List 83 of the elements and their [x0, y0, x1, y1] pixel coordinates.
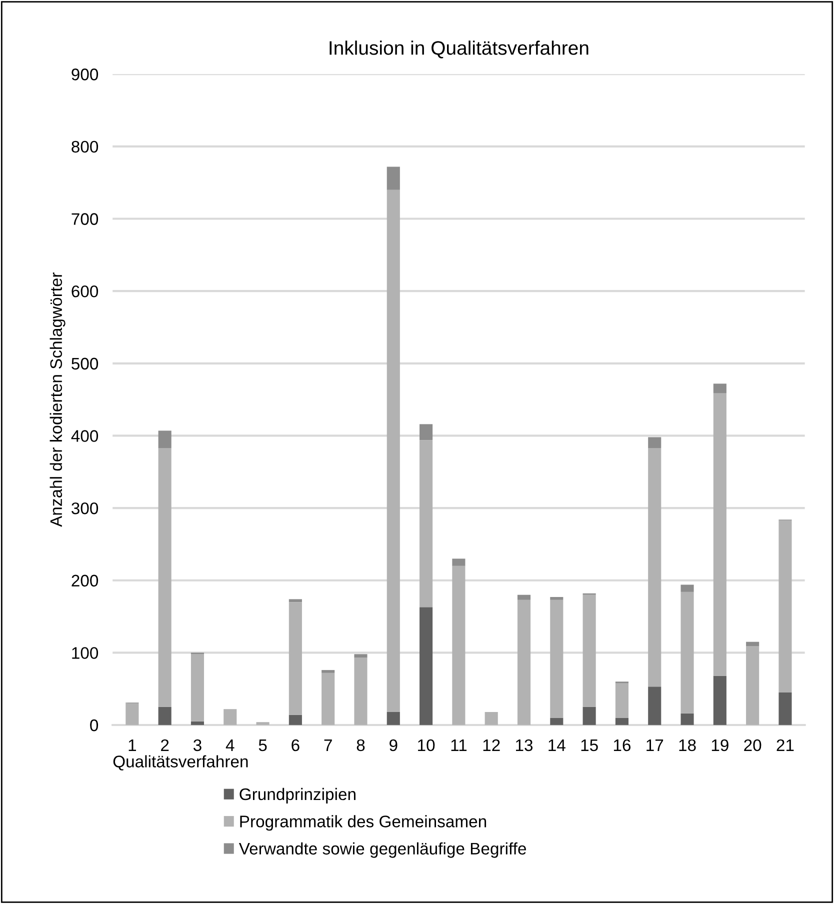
- x-tick-label: 17: [646, 740, 664, 751]
- x-tick-label: 21: [776, 739, 794, 751]
- bar: [354, 654, 368, 658]
- bar: [517, 594, 531, 600]
- legend-label: Verwandte sowie gegenläufige Begriffe: [238, 842, 526, 858]
- x-tick-label: 7: [324, 740, 332, 751]
- bar: [158, 430, 172, 448]
- bar: [582, 594, 596, 707]
- x-axis-title: Qualitätsverfahren: [113, 755, 248, 770]
- x-tick-label: 20: [744, 739, 762, 752]
- x-tick-label: 18: [679, 739, 696, 752]
- bar: [354, 658, 368, 726]
- bar: [288, 599, 302, 602]
- x-tick-label: 15: [581, 740, 598, 752]
- y-tick-label: 100: [72, 647, 98, 659]
- bar: [778, 692, 792, 726]
- bar: [713, 393, 726, 676]
- bar: [126, 703, 139, 726]
- bar: [386, 166, 400, 190]
- bar: [288, 714, 302, 726]
- bar: [648, 686, 662, 726]
- bar: [648, 448, 662, 687]
- y-tick-label: 400: [71, 430, 98, 442]
- bar: [615, 683, 628, 718]
- x-tick-label: 8: [356, 739, 365, 752]
- bar: [680, 713, 694, 726]
- bar: [190, 654, 204, 722]
- legend-label: Grundprinzipien: [240, 788, 356, 804]
- bar: [648, 437, 662, 448]
- x-tick-label: 1: [128, 740, 136, 751]
- bar: [615, 718, 628, 726]
- x-tick-label: 4: [226, 740, 234, 751]
- bar: [778, 520, 792, 692]
- bar: [517, 600, 531, 726]
- chart-title: Inklusion in Qualitätsverfahren: [330, 40, 588, 58]
- y-tick-label: 900: [72, 68, 98, 80]
- x-tick-label: 5: [258, 740, 267, 752]
- bar: [158, 706, 172, 726]
- x-tick-label: 6: [292, 739, 300, 752]
- bar: [420, 607, 433, 726]
- bar: [288, 602, 302, 715]
- bar: [158, 448, 172, 707]
- bar: [484, 712, 498, 726]
- bar: [386, 190, 400, 712]
- y-tick-label: 800: [72, 140, 98, 153]
- bar: [224, 709, 237, 726]
- y-tick-label: 500: [72, 358, 98, 370]
- bar: [322, 672, 335, 726]
- bar: [680, 592, 694, 714]
- x-tick-label: 12: [483, 739, 500, 751]
- x-tick-label: 9: [390, 739, 398, 752]
- bar: [746, 646, 760, 726]
- y-axis-title: Anzahl der kodierten Schlagwörter: [50, 272, 66, 527]
- bar: [582, 706, 596, 726]
- bar: [550, 597, 564, 600]
- bar: [452, 558, 466, 566]
- bar: [713, 676, 726, 726]
- bar: [550, 718, 564, 726]
- x-tick-label: 2: [161, 739, 169, 751]
- bar: [420, 440, 433, 608]
- x-tick-label: 10: [418, 739, 435, 752]
- x-tick-label: 16: [614, 739, 630, 752]
- bar: [746, 642, 760, 646]
- y-tick-label: 200: [72, 574, 98, 587]
- x-tick-label: 3: [193, 739, 202, 752]
- bar: [550, 600, 564, 718]
- bar: [386, 712, 400, 726]
- x-tick-label: 14: [548, 740, 566, 751]
- x-tick-label: 11: [451, 740, 467, 751]
- legend-label: Programmatik des Gemeinsamen: [240, 815, 486, 831]
- bar: [452, 566, 466, 726]
- bar: [680, 584, 694, 592]
- y-tick-label: 300: [72, 502, 98, 514]
- y-tick-label: 0: [90, 719, 98, 732]
- bar: [322, 670, 335, 673]
- x-tick-label: 13: [516, 739, 533, 752]
- bar: [256, 722, 270, 726]
- y-tick-label: 600: [72, 285, 98, 298]
- y-tick-label: 700: [72, 213, 98, 225]
- bar: [713, 384, 726, 394]
- x-tick-label: 19: [712, 739, 728, 752]
- bar: [420, 424, 433, 440]
- bar: [190, 721, 204, 726]
